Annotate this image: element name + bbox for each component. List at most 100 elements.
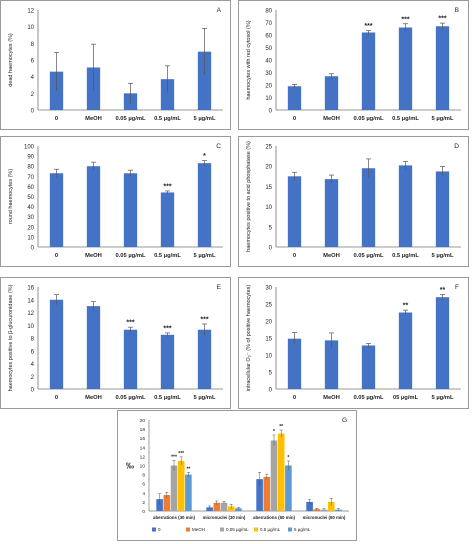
y-tick-label: 16	[27, 286, 34, 292]
bar	[285, 465, 292, 511]
y-tick-label: 12	[27, 311, 34, 317]
chart-panel-e: 0 2 4 6 8 10 12 14 16 haemocytes positive to β-gl…	[0, 277, 231, 409]
y-tick-label: 20	[140, 418, 146, 424]
legend-swatch	[288, 527, 292, 532]
x-tick-label: MeOH	[85, 395, 102, 401]
chart-panel-c: 0 10 20 30 40 50 60 70 80 90 100 round haemocytes (…	[0, 136, 231, 267]
chart-panel-g: 0 2 4 6 8 10 12 14 16 18 20 ‰ G *** *** ** aberrations (…	[117, 410, 357, 541]
bar	[86, 306, 101, 389]
x-tick-label: MeOH	[323, 116, 340, 122]
y-tick-label: 8	[142, 473, 145, 479]
bar	[324, 340, 339, 389]
x-tick-label: MeOH	[85, 116, 102, 122]
bar	[324, 179, 339, 247]
significance-marker: ***	[163, 183, 171, 190]
x-tick-label: 0.5 µg/mL	[392, 116, 419, 122]
y-tick-label: 25	[265, 145, 272, 151]
y-tick-label: 20	[27, 225, 34, 231]
y-tick-label: 10	[265, 96, 272, 102]
y-tick-label: 0	[31, 388, 35, 394]
x-tick-label: 0.05 µg/mL	[115, 395, 146, 401]
y-tick-label: 90	[27, 155, 34, 161]
x-tick-label: 5 µg/mL	[193, 116, 215, 122]
bar	[398, 27, 413, 110]
bar	[435, 297, 450, 389]
x-tick-label: 0	[293, 116, 296, 122]
y-tick-label: 0	[269, 388, 273, 394]
legend-label: 0	[158, 527, 161, 532]
bar	[160, 79, 175, 110]
y-tick-label: 50	[27, 195, 34, 201]
bar	[213, 502, 221, 511]
significance-marker: **	[440, 287, 446, 294]
bar	[197, 329, 212, 389]
y-tick-label: 20	[265, 84, 272, 90]
x-tick-label: 5 µg/mL	[193, 395, 215, 401]
y-tick-label: 30	[265, 71, 272, 77]
y-axis-label: haemocytes with red cytosol (%)	[246, 20, 252, 99]
y-tick-label: 6	[31, 59, 35, 65]
bar	[361, 168, 376, 247]
legend-label: MeOH	[192, 527, 205, 532]
y-tick-label: 2	[31, 375, 35, 381]
x-tick-label: micronuclei (60 min)	[303, 515, 346, 520]
y-tick-label: 60	[265, 34, 272, 40]
bar	[306, 501, 313, 511]
y-tick-label: 10	[140, 464, 146, 470]
y-tick-label: 16	[140, 436, 146, 442]
bar	[86, 166, 101, 247]
panel-letter: E	[217, 284, 222, 291]
y-axis-label: ‰	[126, 462, 134, 471]
x-tick-label: 0.5 µg/mL	[154, 395, 181, 401]
bar	[177, 460, 185, 511]
significance-marker: ***	[364, 23, 372, 30]
y-tick-label: 8	[31, 42, 35, 48]
bar	[435, 171, 450, 247]
y-tick-label: 0	[142, 509, 145, 515]
y-tick-label: 0	[269, 246, 273, 252]
chart-panel-d: 0 5 10 15 20 25 haemocytes positive to acid ph…	[238, 136, 469, 267]
x-tick-label: 0.05 µg/mL	[353, 116, 384, 122]
significance-marker: ***	[171, 454, 177, 460]
x-tick-label: aberrations (60 min)	[253, 515, 296, 520]
chart-panel-b: 0 10 20 30 40 50 60 70 80 haemocytes with red cyt…	[238, 0, 469, 130]
bar	[287, 338, 302, 389]
x-tick-label: MeOH	[85, 253, 102, 259]
legend-label: 5 µg/mL	[294, 527, 311, 532]
y-tick-label: 80	[265, 9, 272, 15]
significance-marker: *	[203, 153, 206, 160]
y-axis-label: haemocytes positive to β-glucuronidase (…	[8, 284, 14, 391]
y-tick-label: 20	[265, 165, 272, 171]
y-axis-label: haemocytes positive to acid phosphatase …	[246, 141, 252, 252]
x-tick-label: aberrations (30 min)	[153, 515, 196, 520]
x-tick-label: 0	[55, 395, 58, 401]
y-tick-label: 10	[27, 235, 34, 241]
significance-marker: *	[287, 455, 289, 461]
y-tick-label: 25	[265, 303, 272, 309]
x-tick-label: 5 µg/mL	[431, 253, 453, 259]
bar	[227, 506, 235, 511]
y-tick-label: 10	[265, 354, 272, 360]
x-tick-label: 0	[55, 116, 58, 122]
x-tick-label: 0	[293, 395, 296, 401]
x-tick-label: MeOH	[323, 395, 340, 401]
significance-marker: **	[186, 466, 190, 472]
chart-panel-a: 0 2 4 6 8 10 12 dead haemocytes (%) A 0 MeOH 0.05 µ…	[0, 0, 231, 130]
bar	[235, 508, 242, 511]
legend-label: 0.05 µg/mL	[226, 527, 249, 532]
bar	[361, 32, 376, 110]
y-tick-label: 14	[27, 298, 34, 304]
bar	[123, 329, 138, 389]
y-tick-label: 8	[31, 337, 35, 343]
y-tick-label: 18	[140, 427, 146, 433]
bar	[160, 334, 175, 389]
x-tick-label: 0.05 µg/mL	[115, 116, 146, 122]
y-tick-label: 60	[27, 185, 34, 191]
significance-marker: **	[403, 303, 409, 310]
y-tick-label: 10	[27, 324, 34, 330]
x-tick-label: micronuclei (30 min)	[203, 515, 246, 520]
bar	[197, 163, 212, 247]
bar	[170, 465, 178, 511]
bar	[435, 26, 450, 110]
x-tick-label: 5 µg/mL	[193, 253, 215, 259]
